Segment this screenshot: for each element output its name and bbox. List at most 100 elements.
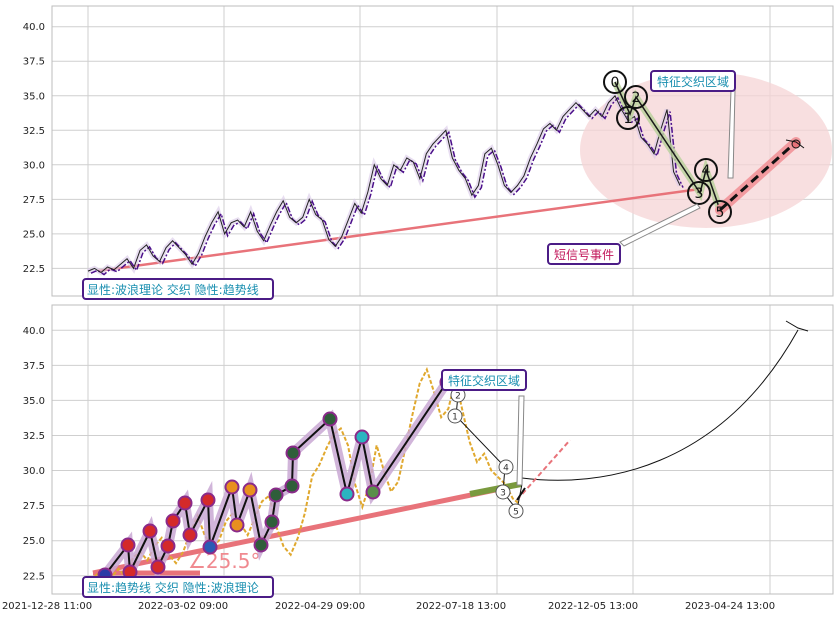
bottom-wave-label: 1 <box>452 413 458 423</box>
bottom-x-tick-label: 2022-12-05 13:00 <box>548 601 638 612</box>
top-y-tick-label: 25.0 <box>23 229 45 240</box>
top-series-line <box>90 96 684 276</box>
short-signal-arrow <box>619 203 701 247</box>
bottom-pivot-marker <box>354 429 370 445</box>
bottom-x-tick-label: 2021-12-28 11:00 <box>2 601 92 612</box>
top-projection-line <box>718 140 798 212</box>
bottom-pivot-marker <box>229 517 245 533</box>
angle-label: ∠25.5° <box>188 549 260 573</box>
bottom-wave-label: 5 <box>513 508 519 518</box>
top-wave-label: 1 <box>624 111 633 127</box>
bottom-pivot-marker <box>150 559 166 575</box>
bottom-x-axis: 2021-12-28 11:00 2022-03-02 09:00 2022-04-… <box>2 601 775 612</box>
top-price-series <box>87 91 684 276</box>
bottom-pivot-marker <box>253 537 269 553</box>
top-y-tick-label: 37.5 <box>23 57 45 68</box>
top-feature-box <box>650 70 736 92</box>
projection-arc <box>521 329 799 481</box>
bottom-series-line <box>89 366 521 588</box>
bottom-y-tick-label: 37.5 <box>23 361 45 372</box>
bottom-x-tick-label: 2022-03-02 09:00 <box>138 601 228 612</box>
bottom-pivot-marker <box>242 482 258 498</box>
bottom-feature-annotation: 特征交织区域 <box>441 369 527 486</box>
bottom-footer-annotation: 显性:趋势线 交织 隐性:波浪理论 <box>82 576 274 598</box>
top-series-outline <box>87 94 681 274</box>
bottom-wave-marker-5 <box>508 503 524 519</box>
top-plot-frame <box>51 5 834 297</box>
top-wave-label: 3 <box>695 186 704 202</box>
bottom-y-axis: 22.5 25.0 27.5 30.0 32.5 35.0 37.5 40.0 <box>23 326 45 583</box>
bottom-y-tick-label: 32.5 <box>23 431 45 442</box>
top-wave-label: 0 <box>611 75 620 91</box>
bottom-y-tick-label: 30.0 <box>23 466 45 477</box>
bottom-wave-label: 2 <box>455 392 461 402</box>
bottom-wave-marker-1 <box>447 408 463 424</box>
bottom-x-tick-label: 2023-04-24 13:00 <box>685 601 775 612</box>
bottom-pivot-marker <box>177 495 193 511</box>
bottom-pivot-marker <box>200 492 216 508</box>
bottom-olive-segment <box>469 481 522 497</box>
top-y-tick-label: 35.0 <box>23 91 45 102</box>
bottom-pivot-marker <box>202 539 218 555</box>
bottom-wave-marker-3 <box>495 484 511 500</box>
top-y-tick-label: 27.5 <box>23 195 45 206</box>
top-wave-marker-2 <box>624 85 648 109</box>
top-wave-label: 2 <box>632 90 641 106</box>
bottom-y-tick-label: 40.0 <box>23 326 45 337</box>
top-footer-label: 显性:波浪理论 交织 隐性:趋势线 <box>87 282 259 297</box>
bottom-wave-markers: 1 2 3 4 5 <box>447 387 524 519</box>
top-y-tick-label: 40.0 <box>23 22 45 33</box>
bottom-y-tick-label: 22.5 <box>23 571 45 582</box>
bottom-pivot-marker <box>284 478 300 494</box>
bottom-pivot-marker <box>268 487 284 503</box>
bottom-footer-label: 显性:趋势线 交织 隐性:波浪理论 <box>87 580 259 595</box>
bottom-pivot-marker <box>264 514 280 530</box>
bottom-wave-marker-4 <box>498 459 514 475</box>
top-wave-label: 4 <box>702 163 711 179</box>
bottom-pivot-marker <box>365 484 381 500</box>
short-signal-annotation: 短信号事件 <box>547 203 701 265</box>
bottom-pivot-marker <box>285 445 301 461</box>
bottom-projection-stub <box>516 487 526 501</box>
top-panel: 22.5 25.0 27.5 30.0 32.5 35.0 37.5 40.0 <box>23 5 834 297</box>
bottom-wave-label: 4 <box>503 464 509 474</box>
bottom-pivot-marker <box>120 537 136 553</box>
top-target-tip <box>785 139 805 149</box>
top-y-axis: 22.5 25.0 27.5 30.0 32.5 35.0 37.5 40.0 <box>23 22 45 275</box>
bottom-feature-arrow <box>516 395 525 486</box>
top-footer-box <box>82 278 274 300</box>
top-feature-annotation: 特征交织区域 <box>650 70 736 179</box>
bottom-x-tick-label: 2022-07-18 13:00 <box>416 601 506 612</box>
short-signal-label: 短信号事件 <box>554 248 614 262</box>
short-signal-box <box>547 243 621 265</box>
bottom-pivot-marker <box>339 486 355 502</box>
bottom-y-tick-label: 27.5 <box>23 501 45 512</box>
top-wave-marker-4 <box>694 158 718 182</box>
top-wave-marker-3 <box>687 181 711 205</box>
top-wave-label: 5 <box>716 205 725 221</box>
bottom-wave-label: 3 <box>500 489 506 499</box>
bottom-price-series <box>89 366 521 588</box>
top-feature-label: 特征交织区域 <box>657 74 729 89</box>
bottom-feature-box <box>441 369 527 391</box>
bottom-pivot-marker <box>142 523 158 539</box>
bottom-pivot-marker <box>165 513 181 529</box>
bottom-y-tick-label: 25.0 <box>23 536 45 547</box>
top-wave-marker-0 <box>603 70 627 94</box>
projection-arc-tip <box>785 320 809 332</box>
bottom-wave-zigzag <box>97 374 523 591</box>
bottom-y-tick-label: 35.0 <box>23 396 45 407</box>
top-wave-zigzag <box>614 81 721 211</box>
bottom-pivot-marker <box>224 479 240 495</box>
top-footer-annotation: 显性:波浪理论 交织 隐性:趋势线 <box>82 278 274 300</box>
top-wave-marker-1 <box>616 106 640 130</box>
top-y-tick-label: 22.5 <box>23 264 45 275</box>
top-y-tick-label: 30.0 <box>23 160 45 171</box>
bottom-projection-line <box>516 439 571 501</box>
bottom-footer-box <box>82 576 274 598</box>
bottom-zigzag-band <box>101 379 452 591</box>
top-y-tick-label: 32.5 <box>23 126 45 137</box>
top-wave-markers: 0 1 2 3 4 5 <box>603 70 805 224</box>
top-wave-marker-5 <box>708 200 732 224</box>
